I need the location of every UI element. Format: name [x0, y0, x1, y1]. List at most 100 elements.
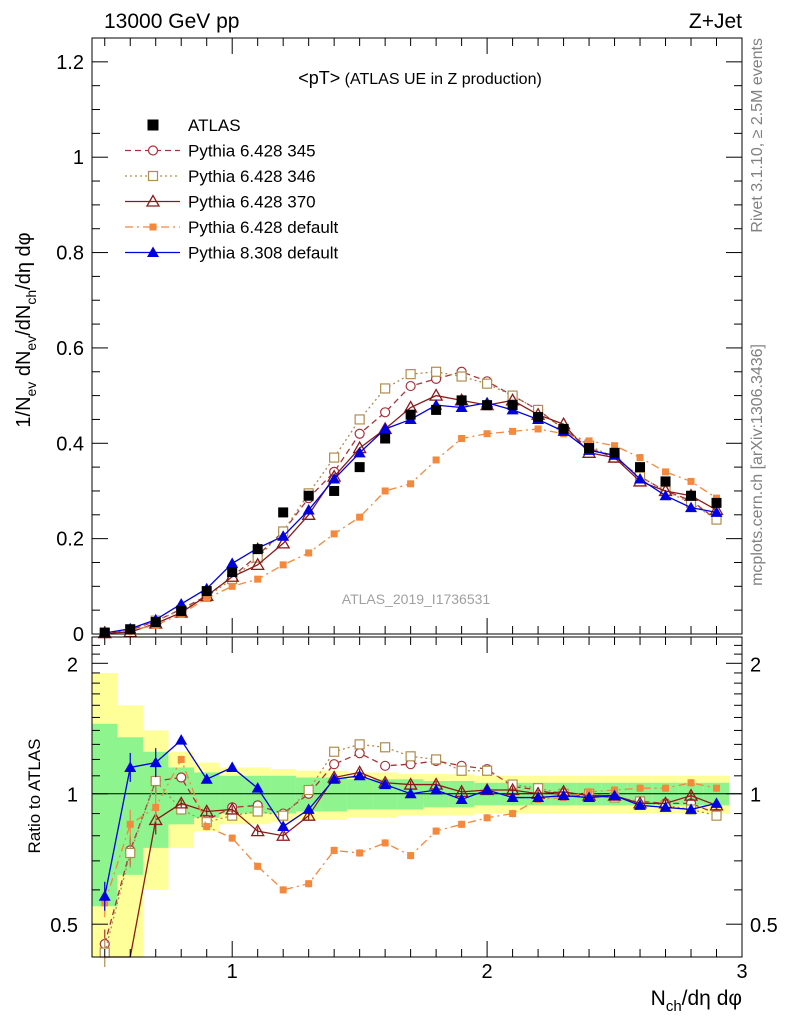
ratio-data-point [506, 791, 519, 803]
legend-label: Pythia 6.428 346 [188, 167, 316, 186]
ratio-data-point [148, 812, 163, 826]
data-point [329, 452, 340, 463]
atlas-data-point [125, 624, 136, 635]
watermark: ATLAS_2019_I1736531 [342, 591, 491, 607]
ratio-data-point [203, 823, 211, 831]
atlas-data-point [660, 476, 671, 487]
data-point [279, 561, 287, 569]
data-point [585, 437, 593, 445]
main-y-tick-label: 1 [73, 147, 84, 169]
main-y-axis-label: 1/Nev dNev/dNch/dη dφ [13, 232, 39, 427]
ratio-data-point [305, 880, 313, 888]
ratio-data-point [608, 789, 621, 801]
data-point [611, 442, 619, 450]
atlas-data-point [482, 400, 493, 411]
main-plot-frame [91, 37, 743, 635]
ratio-data-point [404, 787, 417, 799]
data-point [659, 489, 672, 501]
ratio-data-point [481, 784, 494, 795]
data-point [175, 597, 188, 609]
ratio-data-point [509, 810, 517, 818]
plot-title-main: <pT> [298, 68, 340, 88]
data-point [354, 428, 365, 439]
main-y-tick-label: 0.2 [56, 529, 84, 551]
ratio-data-point [557, 789, 570, 801]
ratio-data-point [330, 846, 338, 854]
data-point [483, 430, 491, 438]
ratio-data-point [710, 797, 723, 808]
data-point [356, 513, 364, 521]
ratio-y-tick-label: 0.5 [50, 915, 78, 937]
ratio-data-point [685, 803, 698, 814]
legend-marker [147, 145, 159, 156]
data-point [405, 380, 416, 392]
main-y-ticks: 0 0.2 0.4 0.6 0.8 1 1.2 [56, 38, 743, 646]
ratio-data-point [303, 784, 314, 796]
atlas-data-point [329, 485, 340, 496]
x-axis-label: Nch/dη dφ [651, 987, 742, 1015]
atlas-data-point [252, 544, 263, 555]
data-point [634, 473, 647, 484]
main-series [97, 366, 724, 639]
ratio-data-point [711, 810, 722, 821]
data-point [432, 456, 440, 464]
data-point [381, 487, 389, 495]
data-point [254, 575, 262, 583]
data-point [354, 414, 365, 425]
data-point [481, 378, 493, 389]
data-point [353, 446, 366, 458]
data-point [685, 501, 698, 513]
atlas-data-point [686, 490, 697, 501]
atlas-data-point [227, 567, 238, 578]
ratio-ticks: 0.5 0.5 1 1 2 2 1 2 3 [50, 637, 778, 983]
data-point [636, 454, 644, 462]
ratio-data-point [150, 775, 161, 787]
header-right: Z+Jet [689, 10, 742, 33]
ratio-series [98, 734, 724, 968]
ratio-data-point [380, 742, 391, 753]
ratio-data-point [302, 803, 315, 814]
ratio-data-point [455, 793, 468, 804]
ratio-data-point [174, 796, 189, 809]
atlas-data-point [558, 423, 569, 434]
ratio-y-tick-label: 2 [67, 654, 78, 676]
ratio-data-point [175, 734, 188, 745]
atlas-data-point [431, 404, 442, 415]
atlas-data-point [201, 586, 212, 597]
plot-title-rest: (ATLAS UE in Z production) [340, 71, 542, 88]
data-point [330, 530, 338, 538]
ratio-inner-band [92, 723, 118, 907]
ratio-plot-frame [91, 636, 743, 958]
ratio-data-point [226, 761, 239, 772]
atlas-data-point [150, 617, 161, 628]
data-point [276, 536, 291, 549]
ratio-data-point [483, 814, 491, 822]
atlas-data-point [176, 606, 187, 617]
atlas-data-point [533, 412, 544, 423]
ratio-data-point [713, 784, 721, 792]
ratio-data-point [329, 759, 340, 770]
ratio-data-point [381, 839, 389, 847]
ratio-inner-band [346, 779, 373, 810]
ratio-data-point [430, 784, 443, 795]
ratio-data-point [152, 803, 160, 811]
header-left: 13000 GeV pp [104, 10, 239, 33]
data-point [509, 427, 517, 435]
ratio-data-point [199, 804, 214, 817]
data-point [277, 530, 290, 541]
ratio-data-point [380, 760, 391, 771]
ratio-data-point [328, 773, 341, 784]
main-y-tick-label: 0.8 [56, 243, 84, 265]
ratio-data-point [98, 890, 111, 901]
legend: ATLAS Pythia 6.428 345 Pythia 6.428 346 Pyt… [125, 116, 339, 263]
atlas-data-point [99, 627, 110, 638]
data-point [250, 557, 265, 571]
data-point [534, 425, 542, 433]
legend-marker [147, 119, 159, 131]
ratio-data-point [636, 784, 644, 792]
legend-label: ATLAS [188, 116, 241, 135]
legend-marker [149, 223, 157, 231]
data-point [302, 504, 315, 515]
main-y-tick-label: 1.2 [56, 52, 84, 74]
ratio-data-point [659, 801, 672, 812]
